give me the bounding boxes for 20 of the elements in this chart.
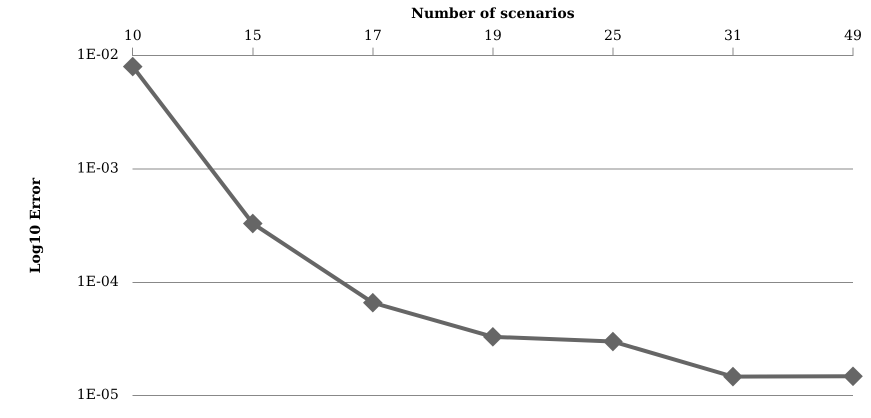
x-tick-label: 19 — [484, 28, 502, 44]
point — [484, 328, 502, 346]
point — [604, 332, 622, 351]
point — [244, 214, 262, 232]
x-axis-title: Number of scenarios — [411, 6, 575, 22]
y-tick-label: 1E-04 — [76, 274, 119, 290]
point — [724, 368, 742, 386]
point — [364, 294, 382, 312]
x-tick-label: 17 — [364, 28, 382, 44]
y-axis-title: Log10 Error — [28, 177, 44, 274]
x-tick-label: 49 — [844, 28, 862, 44]
x-tick-label: 25 — [604, 28, 622, 44]
x-tick-label: 31 — [724, 28, 742, 44]
x-tick-label: 15 — [244, 28, 262, 44]
point — [844, 367, 862, 386]
y-tick-label: 1E-03 — [76, 160, 119, 177]
x-tick-label: 10 — [124, 28, 142, 44]
y-tick-label: 1E-05 — [76, 387, 119, 404]
y-tick-label: 1E-02 — [76, 47, 119, 64]
point — [124, 58, 142, 76]
